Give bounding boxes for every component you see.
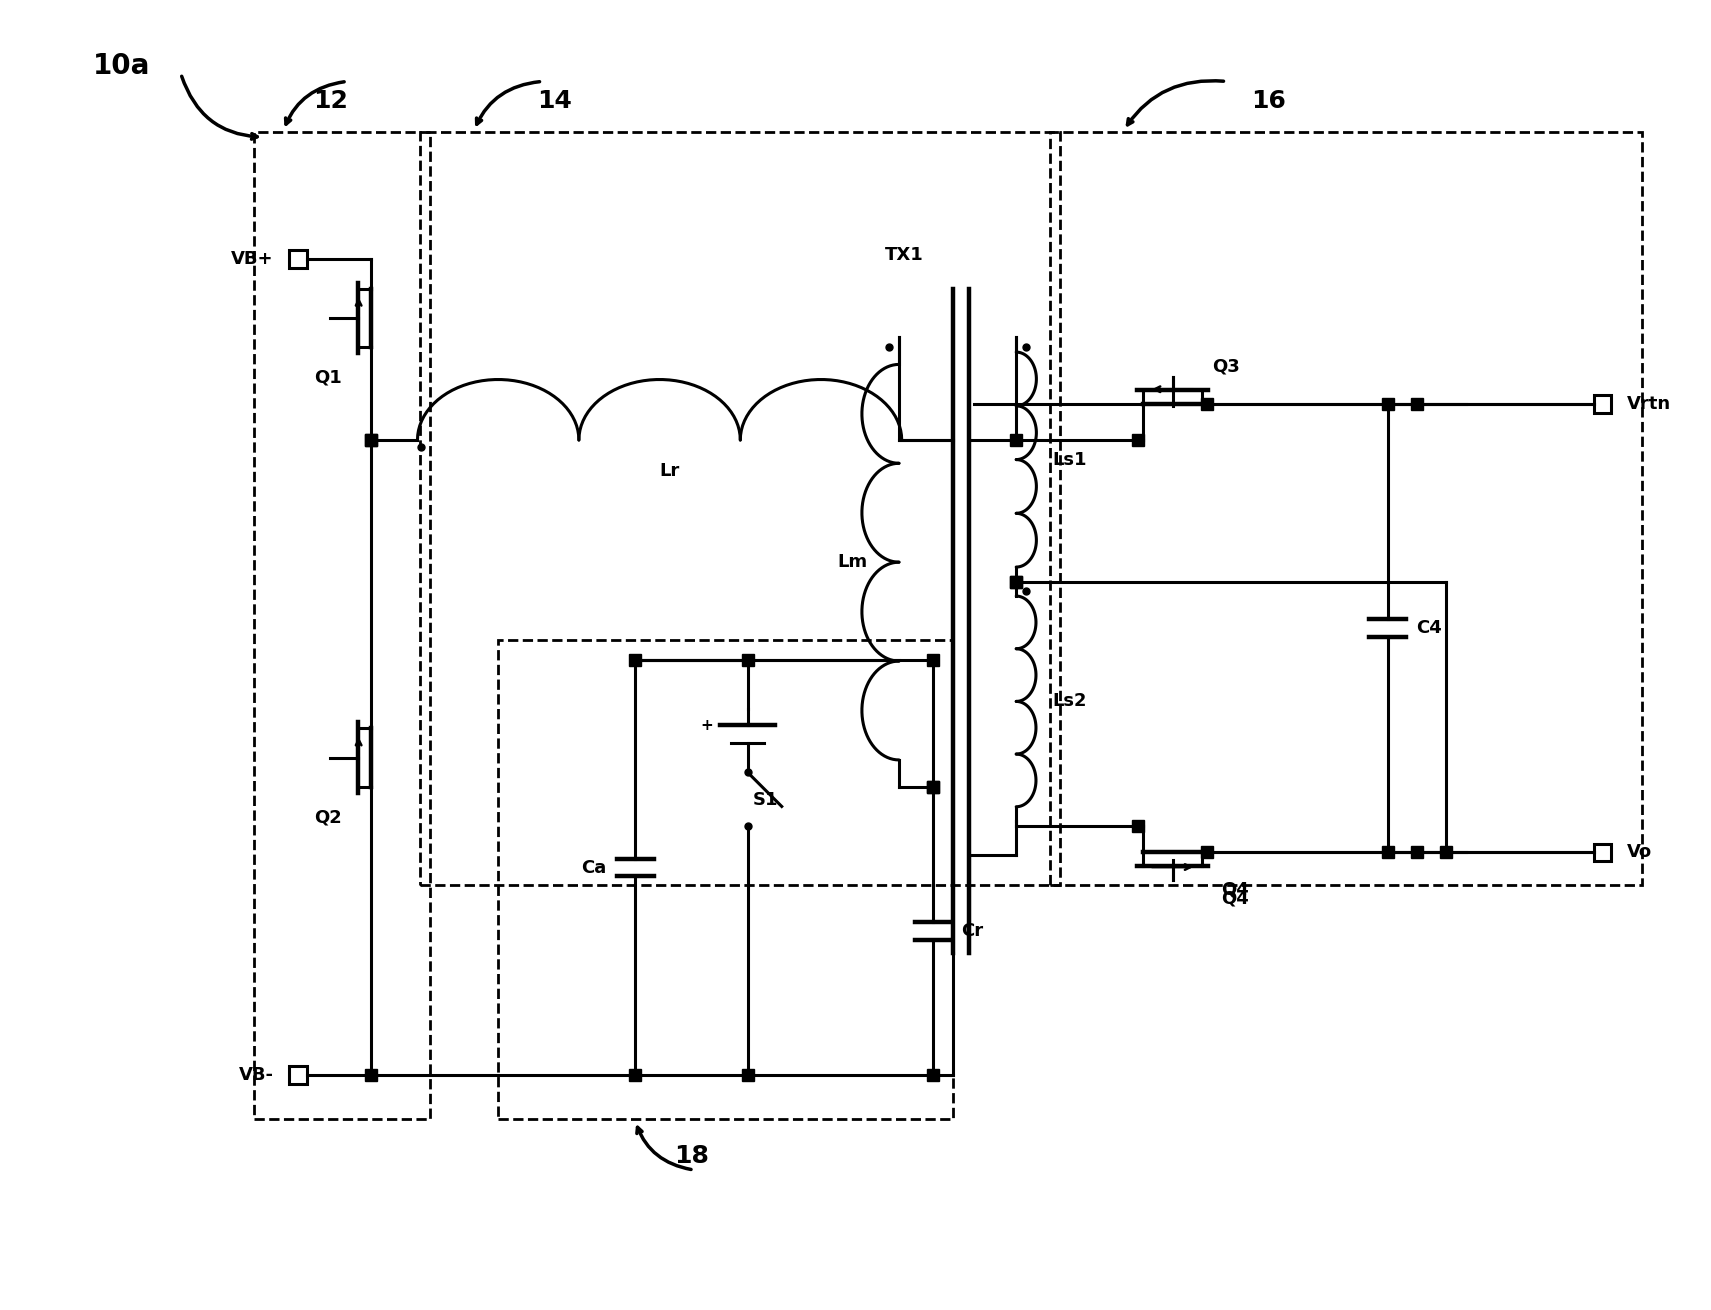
Text: Ca: Ca — [582, 858, 607, 876]
Text: VB+: VB+ — [231, 250, 274, 269]
Bar — [498, 641, 953, 1119]
Text: Q4: Q4 — [1222, 889, 1249, 908]
Text: Lr: Lr — [659, 461, 679, 479]
Text: 18: 18 — [674, 1144, 708, 1169]
Bar — [1593, 844, 1612, 861]
Text: 14: 14 — [537, 89, 571, 113]
Bar — [289, 1066, 306, 1083]
Text: C4: C4 — [1417, 620, 1442, 637]
Bar — [1051, 132, 1641, 884]
Text: Vo: Vo — [1627, 844, 1653, 862]
Bar — [289, 250, 306, 269]
Text: VB-: VB- — [238, 1066, 274, 1085]
Text: Q1: Q1 — [315, 368, 342, 386]
Text: Vrtn: Vrtn — [1627, 394, 1672, 413]
Text: 10a: 10a — [92, 51, 151, 80]
Text: Q3: Q3 — [1211, 358, 1239, 376]
Bar — [421, 132, 1061, 884]
Text: Cr: Cr — [962, 922, 984, 941]
Text: 16: 16 — [1251, 89, 1285, 113]
Text: TX1: TX1 — [885, 246, 924, 265]
Text: Q4: Q4 — [1222, 880, 1249, 899]
Text: 12: 12 — [313, 89, 347, 113]
Text: Lm: Lm — [838, 553, 867, 571]
Text: +: + — [700, 718, 713, 732]
Text: Ls1: Ls1 — [1052, 451, 1086, 469]
Bar — [1593, 396, 1612, 413]
Text: S1: S1 — [753, 791, 779, 808]
Bar — [255, 132, 429, 1119]
Text: Q2: Q2 — [315, 808, 342, 827]
Text: Ls2: Ls2 — [1052, 693, 1086, 710]
